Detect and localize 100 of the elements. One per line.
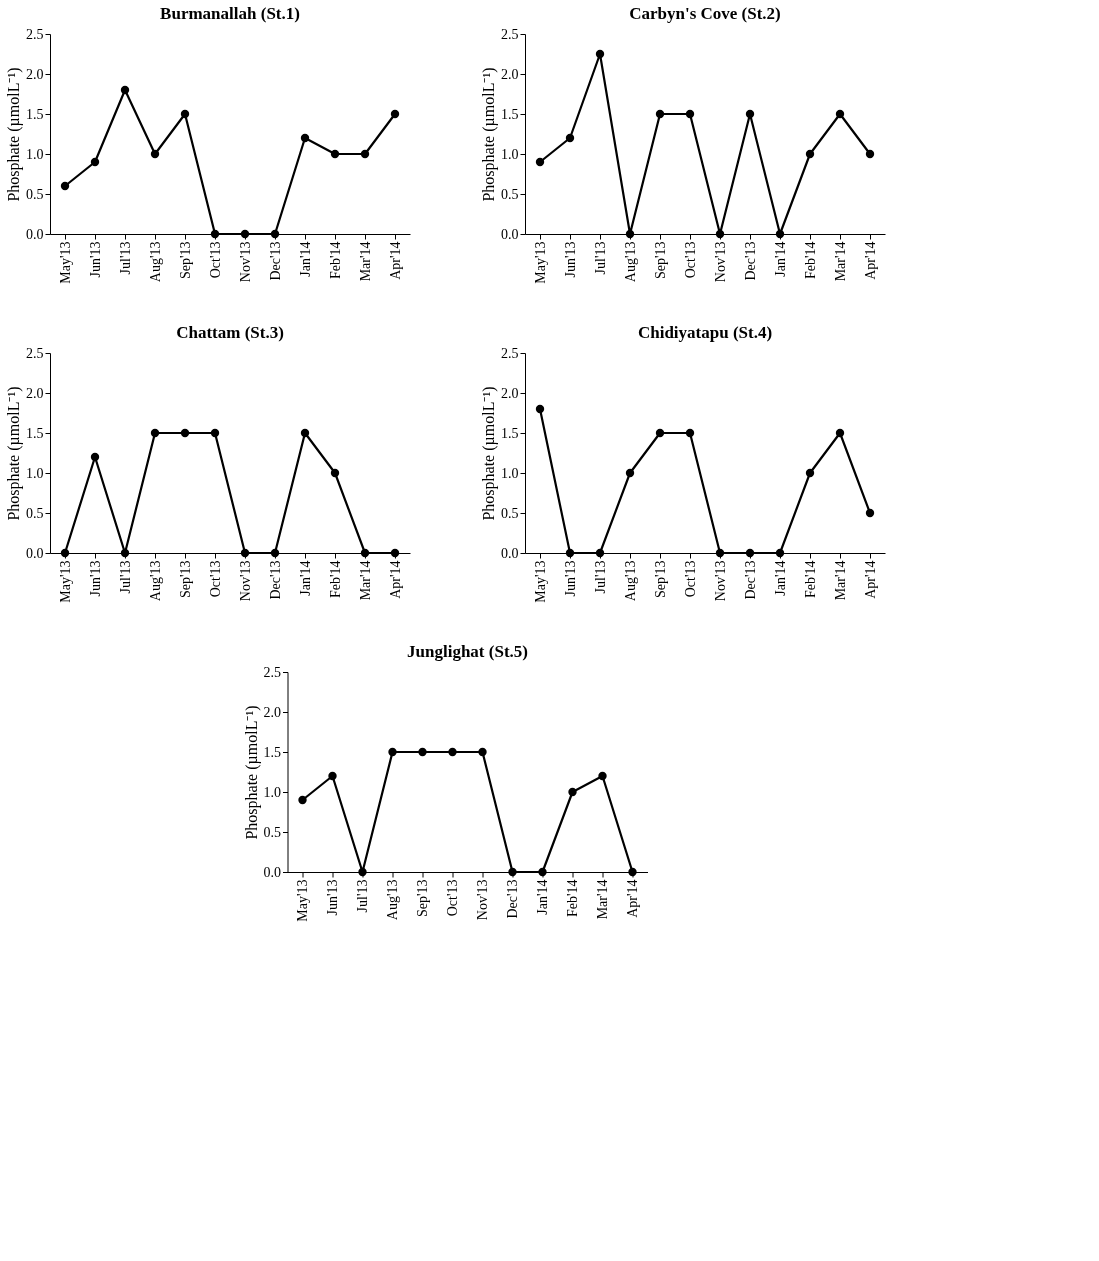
y-axis-title: Phosphate (µmolL⁻¹) [5,67,23,202]
x-tick-label: May'13 [57,241,73,284]
y-tick-label: 0.5 [263,824,281,840]
x-tick-label: Sep'13 [177,241,193,280]
x-tick-label: Mar'14 [357,560,373,601]
x-tick-label: Apr'14 [387,241,403,280]
y-tick-label: 1.0 [26,146,44,162]
x-tick-label: Nov'13 [475,879,490,921]
x-tick-label: Mar'14 [595,879,610,920]
chart-title: Chattam (St.3) [176,323,284,342]
y-tick-label: 0.0 [501,545,519,561]
x-tick-label: Sep'13 [652,560,668,599]
y-tick-label: 0.0 [26,226,44,242]
x-tick-label: Mar'14 [357,241,373,282]
x-tick-label: May'13 [532,560,548,603]
y-tick-label: 0.5 [501,186,519,202]
x-tick-label: Feb'14 [327,560,343,599]
x-tick-label: Dec'13 [505,879,520,919]
x-tick-label: Apr'14 [625,879,640,918]
y-tick-label: 1.0 [501,465,519,481]
y-tick-label: 2.5 [501,345,519,361]
x-tick-label: Nov'13 [712,560,728,602]
y-axis-title: Phosphate (µmolL⁻¹) [480,386,498,521]
x-tick-label: Jul'13 [592,560,608,594]
x-tick-label: Jun'13 [325,879,340,916]
x-tick-label: Oct'13 [682,560,698,598]
y-tick-label: 1.0 [26,465,44,481]
x-tick-label: Jan'14 [297,560,313,596]
x-tick-label: Sep'13 [652,241,668,280]
y-tick-label: 2.0 [501,385,519,401]
y-tick-label: 1.5 [501,106,519,122]
x-tick-label: Jun'13 [87,560,103,597]
y-tick-label: 1.0 [263,784,281,800]
y-tick-label: 1.5 [501,425,519,441]
x-tick-label: Jul'13 [117,241,133,275]
y-tick-label: 0.5 [26,186,44,202]
x-tick-label: Sep'13 [177,560,193,599]
x-tick-label: Jan'14 [535,879,550,915]
x-tick-label: Oct'13 [207,560,223,598]
x-tick-label: Feb'14 [802,241,818,280]
y-tick-label: 0.5 [501,505,519,521]
x-tick-label: Aug'13 [622,560,638,602]
x-tick-label: Jul'13 [592,241,608,275]
y-tick-label: 2.5 [263,664,281,680]
x-tick-label: Feb'14 [802,560,818,599]
x-tick-label: Nov'13 [237,241,253,283]
x-tick-label: Jan'14 [772,560,788,596]
y-tick-label: 2.0 [26,385,44,401]
x-tick-label: Dec'13 [742,241,758,281]
x-tick-label: Jun'13 [562,241,578,278]
x-tick-label: Apr'14 [862,560,878,599]
x-tick-label: Dec'13 [742,560,758,600]
x-tick-label: Mar'14 [832,560,848,601]
x-tick-label: Sep'13 [415,879,430,918]
y-tick-label: 0.0 [26,545,44,561]
x-tick-label: Aug'13 [147,241,163,283]
y-tick-label: 0.5 [26,505,44,521]
x-tick-label: Jul'13 [355,879,370,913]
y-tick-label: 1.0 [501,146,519,162]
x-tick-label: Oct'13 [445,879,460,917]
chart-title: Carbyn's Cove (St.2) [629,4,781,23]
y-tick-label: 2.0 [26,66,44,82]
y-tick-label: 0.0 [263,864,281,880]
x-tick-label: Mar'14 [832,241,848,282]
y-axis-title: Phosphate (µmolL⁻¹) [242,705,261,840]
x-tick-label: Oct'13 [682,241,698,279]
x-tick-label: Apr'14 [862,241,878,280]
x-tick-label: Jun'13 [562,560,578,597]
x-tick-label: Dec'13 [267,241,283,281]
x-tick-label: Jun'13 [87,241,103,278]
x-tick-label: May'13 [532,241,548,284]
x-tick-label: Feb'14 [327,241,343,280]
x-tick-label: May'13 [57,560,73,603]
y-tick-label: 2.5 [26,26,44,42]
chart-title: Burmanallah (St.1) [160,4,300,23]
x-tick-label: Aug'13 [147,560,163,602]
x-tick-label: Nov'13 [237,560,253,602]
y-tick-label: 2.5 [501,26,519,42]
x-tick-label: Jan'14 [297,241,313,277]
chart-title: Junglighat (St.5) [407,642,528,661]
chart-title: Chidiyatapu (St.4) [637,323,773,342]
y-axis-title: Phosphate (µmolL⁻¹) [5,386,23,521]
x-tick-label: Jul'13 [117,560,133,594]
x-tick-label: Apr'14 [387,560,403,599]
x-tick-label: Aug'13 [385,879,400,921]
x-tick-label: Nov'13 [712,241,728,283]
x-tick-label: Feb'14 [565,879,580,918]
y-axis-title: Phosphate (µmolL⁻¹) [480,67,498,202]
y-tick-label: 0.0 [501,226,519,242]
y-tick-label: 1.5 [263,744,281,760]
y-tick-label: 2.5 [26,345,44,361]
y-tick-label: 2.0 [501,66,519,82]
x-tick-label: Dec'13 [267,560,283,600]
x-tick-label: Aug'13 [622,241,638,283]
y-tick-label: 1.5 [26,425,44,441]
y-tick-label: 1.5 [26,106,44,122]
y-tick-label: 2.0 [263,704,281,720]
x-tick-label: Oct'13 [207,241,223,279]
x-tick-label: May'13 [295,879,310,922]
x-tick-label: Jan'14 [772,241,788,277]
